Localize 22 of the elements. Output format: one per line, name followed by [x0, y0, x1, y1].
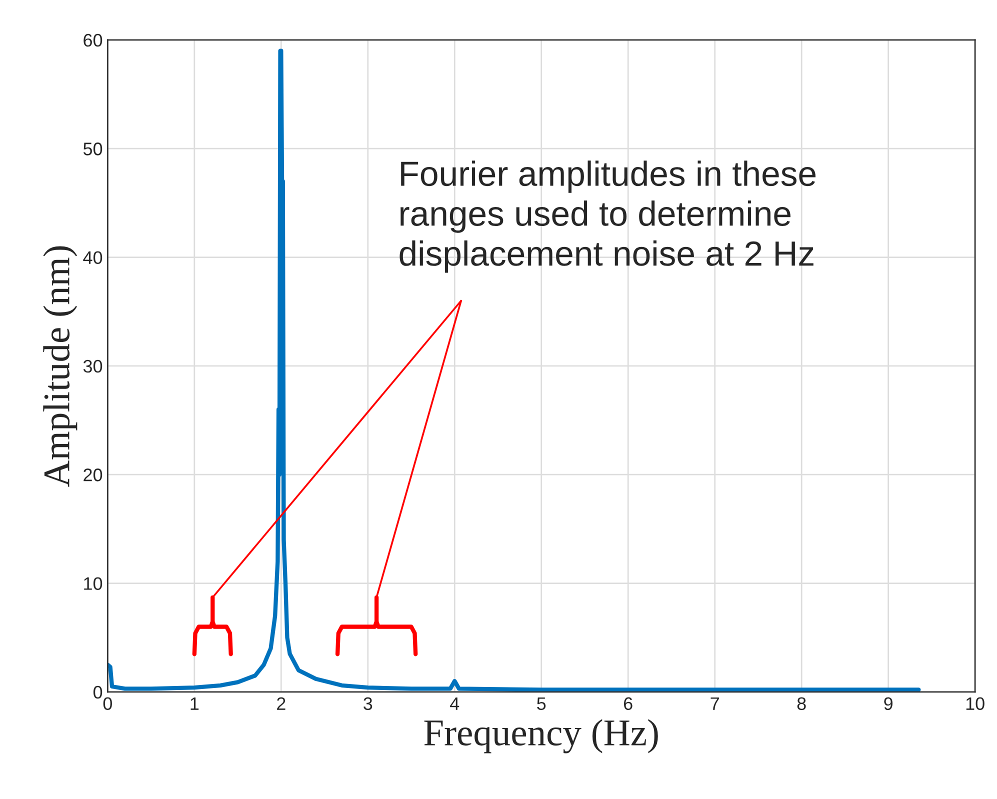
x-tick-label: 1	[190, 697, 199, 710]
x-tick-label: 8	[797, 697, 806, 710]
annotation: Fourier amplitudes in these ranges used to determine displacement noise at 2 Hz	[400, 160, 816, 273]
x-tick-label: 7	[710, 697, 719, 710]
y-tick-label: 60	[84, 34, 102, 47]
y-tick-label: 0	[93, 686, 102, 699]
x-tick-label: 0	[103, 697, 112, 710]
y-tick-label: 40	[83, 251, 102, 264]
x-tick-label: 4	[450, 697, 460, 710]
x-tick-label: 5	[537, 697, 546, 710]
y-tick-label: 50	[83, 142, 102, 156]
x-tick-label: 9	[884, 697, 892, 710]
x-tick-label: 6	[624, 697, 632, 710]
line-series	[108, 48, 921, 692]
x-axis-title: Frequency (Hz)	[424, 719, 658, 754]
x-tick-label: 3	[364, 697, 372, 710]
x-tick-label: 10	[966, 697, 984, 710]
x-tick-label: 2	[277, 697, 286, 710]
y-tick-label: 20	[84, 468, 102, 482]
y-axis-title: Amplitude (nm)	[43, 246, 78, 487]
y-tick-label: 10	[84, 577, 102, 590]
y-tick-label: 30	[83, 360, 102, 373]
